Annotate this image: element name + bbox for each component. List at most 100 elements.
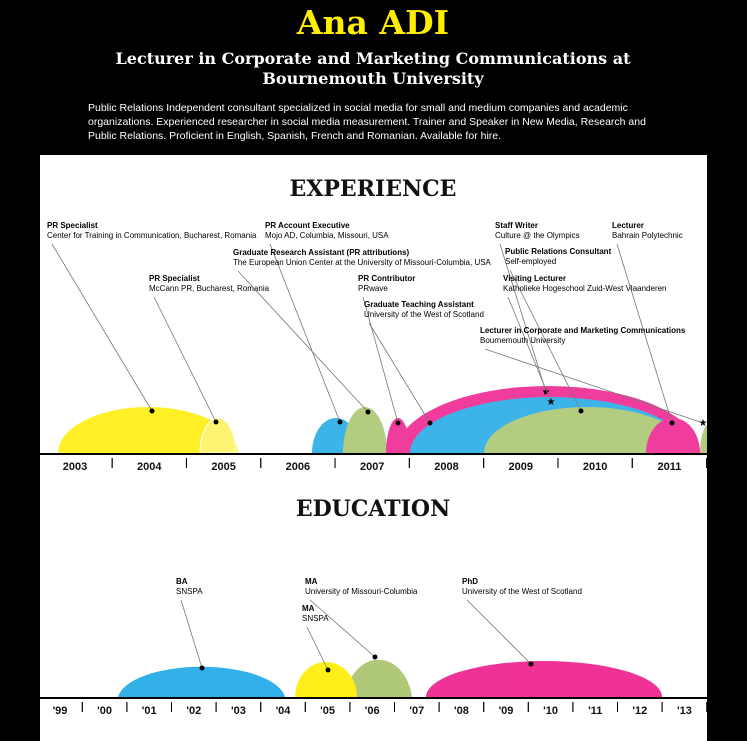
item-title: Public Relations Consultant <box>505 247 612 256</box>
dot-marker <box>395 420 401 426</box>
item-org: Katholieke Hogeschool Zuid-West Vlaander… <box>503 284 667 293</box>
name: Ana ADI <box>296 3 449 42</box>
title-line: Bournemouth University <box>262 69 484 88</box>
description-line: Public Relations. Proficient in English,… <box>88 130 501 142</box>
dot-marker <box>365 409 371 415</box>
arc <box>343 407 387 453</box>
year-label: '06 <box>365 705 380 717</box>
star-marker: ★ <box>547 397 556 408</box>
leader-line <box>368 322 431 424</box>
year-label: '09 <box>499 705 514 717</box>
edge-mask <box>707 380 747 460</box>
year-label: 2009 <box>509 461 533 473</box>
leader-line <box>306 626 329 671</box>
item-title: Graduate Research Assistant (PR attribut… <box>233 248 410 257</box>
year-label: '10 <box>543 705 558 717</box>
arc <box>426 661 662 697</box>
item-org: Center for Training in Communication, Bu… <box>47 231 257 240</box>
year-label: '00 <box>97 705 112 717</box>
item-title: Lecturer in Corporate and Marketing Comm… <box>480 326 686 335</box>
section-heading: EXPERIENCE <box>290 176 457 202</box>
item-org: SNSPA <box>302 614 329 623</box>
year-label: 2010 <box>583 461 607 473</box>
dot-marker <box>578 408 584 414</box>
item-org: Bahrain Polytechnic <box>612 231 683 240</box>
arc <box>345 659 412 697</box>
year-label: '11 <box>588 705 602 717</box>
dot-marker <box>669 420 675 426</box>
star-marker: ★ <box>699 418 708 429</box>
arc <box>386 418 410 453</box>
arc <box>295 662 357 697</box>
arc <box>420 421 456 453</box>
leader-line <box>509 269 582 412</box>
leader-line <box>484 348 704 424</box>
arc <box>199 417 237 454</box>
year-label: 2005 <box>211 461 235 473</box>
item-title: MA <box>302 604 315 613</box>
year-label: 2008 <box>434 461 458 473</box>
year-label: 2003 <box>63 461 87 473</box>
item-org: University of the West of Scotland <box>462 587 582 596</box>
leader-line <box>507 296 552 403</box>
description-line: Public Relations Independent consultant … <box>88 102 628 114</box>
dot-marker <box>427 420 433 426</box>
item-title: PR Specialist <box>149 274 200 283</box>
education-arcs <box>118 659 662 697</box>
leader-line <box>153 296 217 423</box>
item-org: The European Union Center at the Univers… <box>233 258 492 267</box>
item-org: McCann PR, Bucharest, Romania <box>149 284 270 293</box>
year-label: '12 <box>632 705 647 717</box>
year-label: 2011 <box>657 461 681 473</box>
leader-line <box>616 243 673 424</box>
year-label: 2004 <box>137 461 162 473</box>
leader-line <box>466 599 532 665</box>
item-title: Lecturer <box>612 221 644 230</box>
year-label: '02 <box>186 705 201 717</box>
item-org: Mojo AD, Columbia, Missouri, USA <box>265 231 389 240</box>
year-label: '01 <box>142 705 157 717</box>
item-title: Staff Writer <box>495 221 538 230</box>
item-org: Culture @ the Olympics <box>495 231 580 240</box>
item-org: PRwave <box>358 284 388 293</box>
item-title: Graduate Teaching Assistant <box>364 300 474 309</box>
year-label: '07 <box>409 705 424 717</box>
arc <box>484 407 690 453</box>
dot-marker <box>149 408 155 414</box>
item-org: University of Missouri-Columbia <box>305 587 418 596</box>
leader-line <box>309 599 376 658</box>
year-label: '04 <box>276 705 292 717</box>
item-org: Self-employed <box>505 257 556 266</box>
year-label: '99 <box>53 705 68 717</box>
dot-marker <box>325 667 331 673</box>
leader-line <box>269 243 341 423</box>
dot-marker <box>337 419 343 425</box>
year-label: 2007 <box>360 461 384 473</box>
dot-marker <box>199 665 205 671</box>
dot-marker <box>213 419 219 425</box>
leader-line <box>51 243 153 412</box>
item-org: Bournemouth University <box>480 336 565 345</box>
description-line: organizations. Experienced researcher in… <box>88 116 646 128</box>
item-title: PhD <box>462 577 478 586</box>
year-label: 2006 <box>286 461 310 473</box>
arc <box>646 418 700 453</box>
item-title: Visiting Lecturer <box>503 274 566 283</box>
title-line: Lecturer in Corporate and Marketing Comm… <box>116 49 632 68</box>
star-marker: ★ <box>542 387 551 398</box>
year-label: '08 <box>454 705 469 717</box>
item-title: PR Account Executive <box>265 221 350 230</box>
arc <box>58 407 238 453</box>
year-label: '05 <box>320 705 335 717</box>
item-title: MA <box>305 577 318 586</box>
item-org: University of the West of Scotland <box>364 310 484 319</box>
dot-marker <box>528 661 534 667</box>
year-label: '03 <box>231 705 246 717</box>
dot-marker <box>372 654 378 660</box>
leader-line <box>237 270 369 413</box>
leader-line <box>180 599 203 669</box>
experience-arcs <box>58 386 720 454</box>
item-title: BA <box>176 577 188 586</box>
item-org: SNSPA <box>176 587 203 596</box>
leader-line <box>362 296 399 424</box>
